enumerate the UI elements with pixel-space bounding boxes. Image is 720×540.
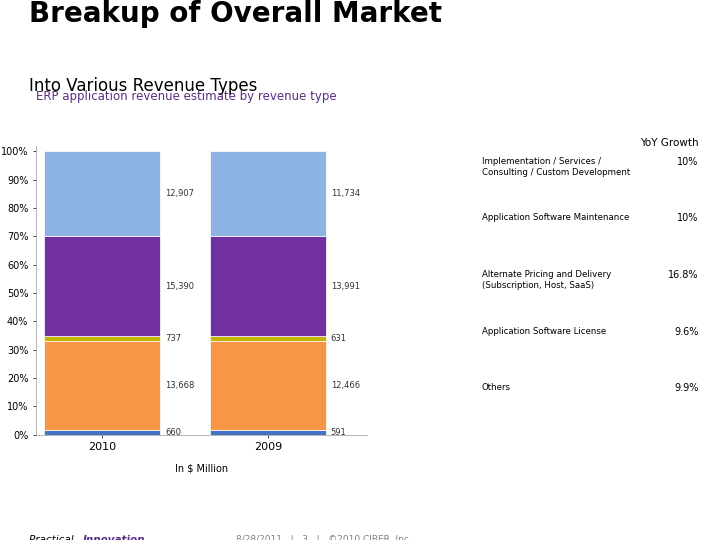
Text: 10%: 10% — [677, 157, 698, 167]
Text: Into Various Revenue Types: Into Various Revenue Types — [29, 77, 257, 95]
Text: Implementation / Services /
Consulting / Custom Development: Implementation / Services / Consulting /… — [482, 157, 630, 177]
Text: 10%: 10% — [677, 213, 698, 224]
Bar — [210, 151, 325, 236]
Text: Mostly, the license sales revenue is less than half of the service and support r: Mostly, the license sales revenue is les… — [27, 452, 495, 461]
Text: 8/28/2011   |   3   |   ©2010 CIBER, Inc.: 8/28/2011 | 3 | ©2010 CIBER, Inc. — [236, 536, 412, 540]
Text: 9.9%: 9.9% — [674, 383, 698, 394]
Text: 11,734: 11,734 — [330, 189, 360, 198]
Text: Breakup of Overall Market: Breakup of Overall Market — [29, 0, 442, 28]
Bar — [45, 151, 160, 236]
Bar — [45, 341, 160, 430]
Text: Practical: Practical — [29, 535, 76, 540]
Text: 13,991: 13,991 — [330, 281, 360, 291]
Text: 660: 660 — [165, 428, 181, 437]
Bar — [210, 336, 325, 341]
Text: LE/ME are still taking the more tried and tested on premise ERP approach rather : LE/ME are still taking the more tried an… — [27, 522, 553, 531]
Text: Application Software Maintenance: Application Software Maintenance — [482, 213, 629, 222]
Text: 13,668: 13,668 — [165, 381, 194, 390]
Text: ▪: ▪ — [11, 452, 17, 461]
Bar — [45, 336, 160, 341]
Bar — [210, 236, 325, 336]
Text: Alternate Pricing and Delivery
(Subscription, Host, SaaS): Alternate Pricing and Delivery (Subscrip… — [482, 270, 611, 290]
Text: ciber: ciber — [649, 530, 704, 540]
Text: 12,907: 12,907 — [165, 189, 194, 198]
Text: 12,466: 12,466 — [330, 381, 360, 390]
Text: ERP application revenue estimate by revenue type: ERP application revenue estimate by reve… — [36, 90, 337, 103]
Text: YoY Growth: YoY Growth — [640, 138, 698, 148]
Text: 16.8%: 16.8% — [668, 270, 698, 280]
Text: ▪: ▪ — [11, 522, 17, 531]
Text: Innovation.: Innovation. — [83, 535, 149, 540]
Text: 737: 737 — [165, 334, 181, 343]
Text: In $ Million: In $ Million — [175, 463, 228, 474]
Bar — [210, 341, 325, 430]
Text: 591: 591 — [330, 428, 346, 437]
Text: Application Software License: Application Software License — [482, 327, 606, 336]
Text: Others: Others — [482, 383, 510, 393]
Bar — [45, 430, 160, 435]
Text: While SaaS  has more acceptability that subscription and hosting models, it has : While SaaS has more acceptability that s… — [27, 480, 707, 501]
Text: 15,390: 15,390 — [165, 281, 194, 291]
Bar — [210, 430, 325, 435]
Text: 9.6%: 9.6% — [674, 327, 698, 337]
Bar — [45, 236, 160, 336]
Text: 631: 631 — [330, 334, 347, 343]
Text: ▪: ▪ — [11, 480, 17, 489]
